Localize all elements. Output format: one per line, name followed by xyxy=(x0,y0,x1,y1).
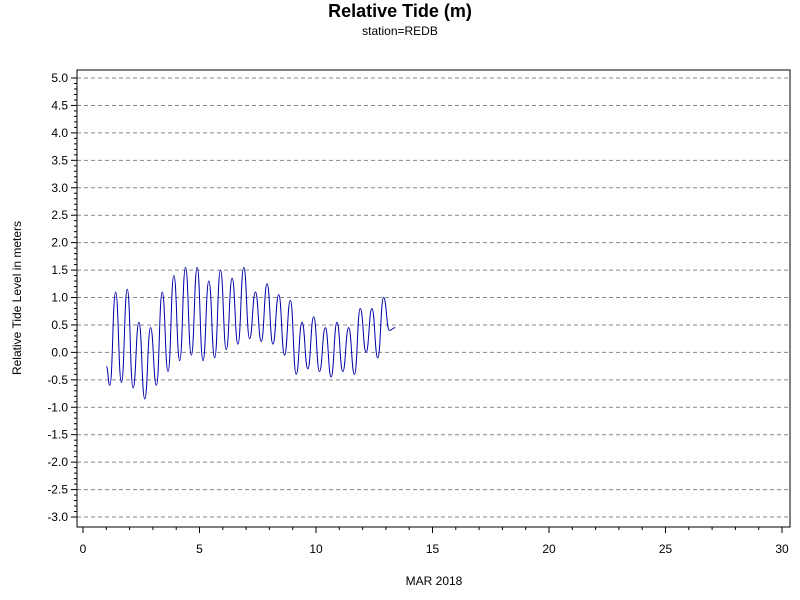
y-tick-label: -2.0 xyxy=(47,455,68,469)
y-tick-label: -0.5 xyxy=(47,373,68,387)
y-tick-label: 3.5 xyxy=(51,153,68,167)
x-tick-label: 20 xyxy=(542,542,556,556)
chart-title: Relative Tide (m) xyxy=(328,1,472,21)
plot-frame xyxy=(76,69,791,528)
x-tick-label: 30 xyxy=(775,542,789,556)
y-tick-label: 2.0 xyxy=(51,236,68,250)
y-tick-label: -1.0 xyxy=(47,400,68,414)
y-tick-label: 2.5 xyxy=(51,208,68,222)
tide-series-line xyxy=(105,266,396,400)
y-tick-label: 3.0 xyxy=(51,181,68,195)
x-tick-label: 15 xyxy=(426,542,440,556)
y-tick-label: 4.5 xyxy=(51,98,68,112)
y-tick-label: 0.5 xyxy=(51,318,68,332)
y-tick-label: 1.5 xyxy=(51,263,68,277)
grid-lines xyxy=(77,77,790,518)
y-tick-label: -1.5 xyxy=(47,428,68,442)
y-axis-label: Relative Tide Level in meters xyxy=(10,221,24,375)
x-tick-label: 10 xyxy=(309,542,323,556)
x-axis-label: MAR 2018 xyxy=(406,574,463,588)
y-tick-label: 5.0 xyxy=(51,71,68,85)
x-tick-label: 5 xyxy=(196,542,203,556)
x-tick-label: 0 xyxy=(80,542,87,556)
x-axis: 0 5 10 15 20 25 30 xyxy=(80,527,789,556)
y-tick-label: -3.0 xyxy=(47,510,68,524)
y-tick-label: 0.0 xyxy=(51,345,68,359)
y-tick-label: -2.5 xyxy=(47,483,68,497)
y-axis: 5.0 4.5 4.0 3.5 3.0 2.5 2.0 1.5 1.0 0.5 0.0 -0.5 -1.… xyxy=(47,71,77,524)
y-tick-label: 4.0 xyxy=(51,126,68,140)
y-tick-label: 1.0 xyxy=(51,291,68,305)
chart-subtitle: station=REDB xyxy=(362,24,438,38)
x-tick-label: 25 xyxy=(659,542,673,556)
